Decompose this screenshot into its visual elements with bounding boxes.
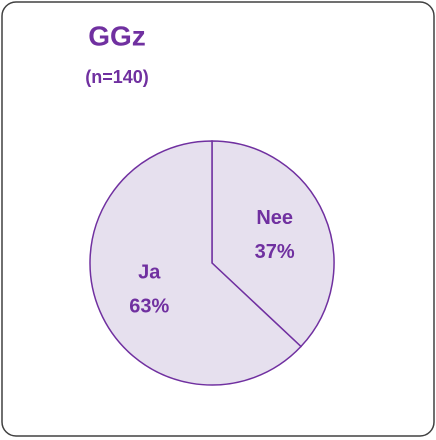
chart-subtitle: (n=140) <box>85 67 149 87</box>
chart-title: GGz <box>88 20 146 51</box>
pie-slice <box>211 140 335 348</box>
pie-slice <box>89 140 302 386</box>
slice-value-label: 63% <box>129 295 169 317</box>
slice-value-label: 37% <box>255 241 295 263</box>
slice-category: Ja <box>138 261 161 283</box>
slice-category: Nee <box>256 207 293 229</box>
